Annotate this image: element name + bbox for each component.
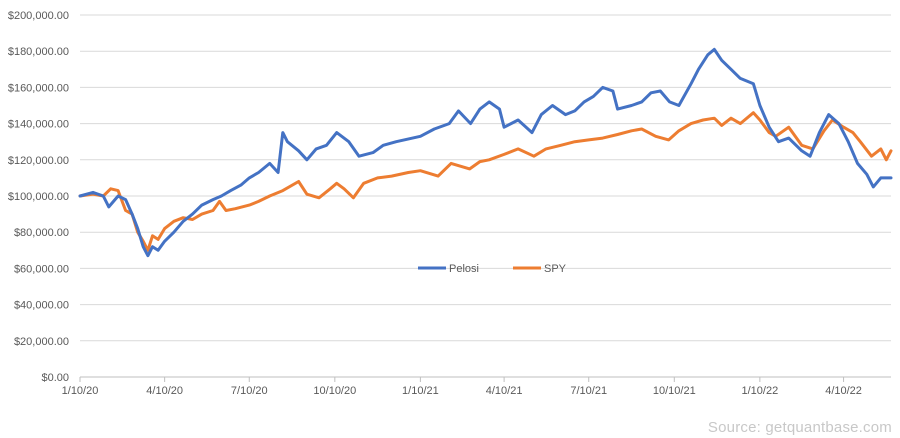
legend-label-pelosi: Pelosi (449, 263, 479, 275)
y-tick-label: $200,000.00 (8, 10, 69, 22)
x-tick-label: 7/10/20 (231, 385, 268, 397)
series-line-pelosi (78, 47, 893, 258)
y-tick-label: $140,000.00 (8, 119, 69, 131)
x-tick-label: 1/10/20 (62, 385, 99, 397)
y-tick-label: $40,000.00 (14, 300, 69, 312)
y-tick-label: $120,000.00 (8, 155, 69, 167)
x-tick-label: 4/10/22 (825, 385, 862, 397)
x-axis: 1/10/20 4/10/20 7/10/20 10/10/20 1/10/21 4/10… (62, 376, 891, 397)
y-tick-label: $100,000.00 (8, 191, 69, 203)
y-tick-label: $0.00 (41, 372, 69, 384)
x-tick-label: 10/10/21 (653, 385, 696, 397)
y-tick-label: $160,000.00 (8, 82, 69, 94)
gridlines (80, 14, 891, 342)
y-tick-label: $60,000.00 (14, 263, 69, 275)
y-tick-label: $20,000.00 (14, 336, 69, 348)
x-tick-label: 7/10/21 (570, 385, 607, 397)
x-tick-label: 4/10/21 (486, 385, 523, 397)
x-tick-label: 4/10/20 (146, 385, 183, 397)
source-credit: Source: getquantbase.com (707, 419, 892, 436)
y-axis: $0.00 $20,000.00 $40,000.00 $60,000.00 $80,0… (8, 10, 69, 384)
x-tick-label: 10/10/20 (313, 385, 356, 397)
legend-label-spy: SPY (544, 263, 567, 275)
series-line-spy (78, 111, 893, 252)
y-tick-label: $80,000.00 (14, 227, 69, 239)
series-layer (78, 47, 893, 258)
x-tick-label: 1/10/22 (742, 385, 779, 397)
x-tick-label: 1/10/21 (402, 385, 439, 397)
legend: Pelosi SPY (418, 263, 567, 275)
y-tick-label: $180,000.00 (8, 46, 69, 58)
